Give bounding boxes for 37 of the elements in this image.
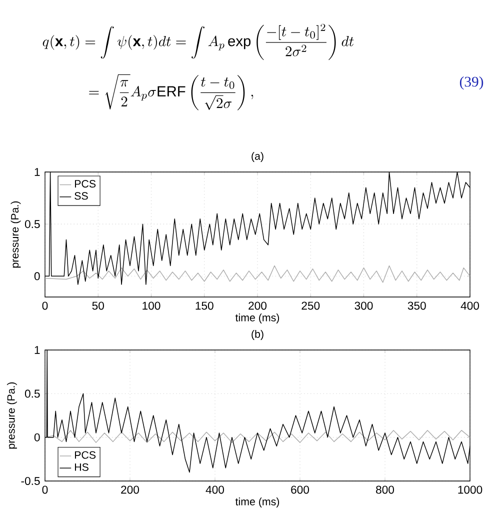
line-series	[45, 430, 470, 443]
legend-label: HS	[75, 463, 88, 471]
y-tick-label: 0	[34, 272, 40, 280]
text: $= \sqrt{\frac{\pi}{2}}A_p\sigma\mathrm{ERF}\left(\frac{t-t_0}{\sqrt{2}\sigma}\right),$	[89, 74, 254, 110]
x-tick-label: 0	[42, 302, 48, 310]
x-tick-label: 1000	[458, 486, 482, 494]
chart-title: (b)	[252, 330, 264, 340]
x-tick-label: 0	[42, 486, 48, 494]
line-series	[45, 265, 470, 283]
x-axis-title: time (ms)	[235, 498, 280, 508]
y-tick-label: 1	[34, 168, 40, 176]
y-tick-label: -0.5	[21, 476, 40, 485]
legend-label: PCS	[75, 180, 96, 188]
y-tick-label: 0	[34, 433, 40, 442]
y-axis-title: pressure (Pa.)	[6, 382, 17, 449]
x-tick-label: 200	[121, 486, 139, 494]
x-axis-title: time (ms)	[235, 314, 280, 324]
x-tick-label: 300	[354, 302, 373, 310]
y-tick-label: 0.5	[24, 220, 40, 228]
text: $q(\mathbf{x},t) = \int \psi(\mathbf{x},t)dt = \int A_p \exp\left(\frac{-[t-t_0]^2}{2\sigma^2}\right)dt$	[42, 24, 354, 60]
x-tick-label: 100	[142, 302, 160, 310]
x-tick-label: 400	[460, 302, 479, 310]
x-tick-label: 150	[196, 302, 214, 310]
x-tick-label: 400	[206, 486, 224, 494]
text: (39)	[460, 76, 484, 90]
x-tick-label: 50	[92, 302, 104, 310]
y-tick-label: 0.5	[24, 390, 40, 398]
x-tick-label: 200	[248, 302, 266, 310]
y-axis-title: pressure (Pa.)	[10, 201, 21, 268]
x-tick-label: 250	[302, 302, 320, 310]
x-tick-label: 800	[376, 486, 394, 494]
legend-label: SS	[74, 192, 88, 200]
x-tick-label: 600	[291, 486, 309, 494]
x-tick-label: 350	[408, 302, 426, 310]
y-tick-label: 1	[34, 346, 40, 354]
legend-label: PCS	[75, 451, 96, 459]
chart-title: (a)	[252, 152, 264, 162]
